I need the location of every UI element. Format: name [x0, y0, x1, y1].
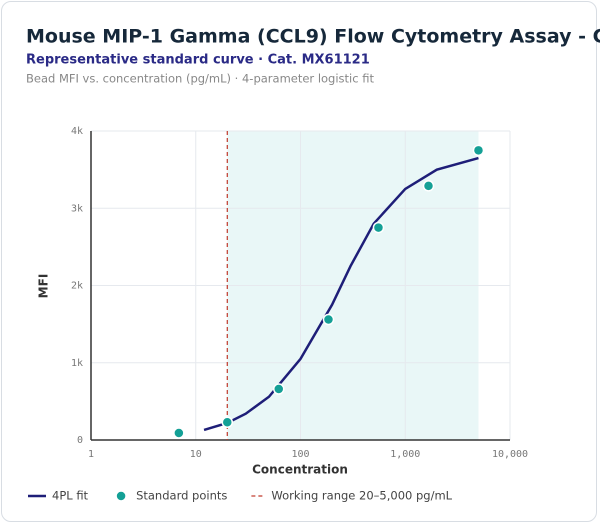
standard-point — [322, 313, 335, 326]
x-tick-label: 10,000 — [492, 449, 528, 460]
x-axis-label: Concentration — [252, 463, 348, 477]
chart-subtitle: Representative standard curve · Cat. MX6… — [26, 53, 370, 68]
legend-label: Working range 20–5,000 pg/mL — [271, 489, 452, 503]
chart-caption: Bead MFI vs. concentration (pg/mL) · 4-p… — [26, 72, 374, 86]
standard-point — [372, 221, 385, 234]
y-tick-label: 4k — [71, 126, 83, 137]
legend-swatch — [115, 490, 127, 502]
fit-line — [203, 156, 479, 432]
x-tick-label: 10 — [190, 449, 202, 460]
x-tick-label: 100 — [291, 449, 309, 460]
standard-point — [273, 383, 285, 395]
chart-title: Mouse MIP-1 Gamma (CCL9) Flow Cytometry … — [26, 26, 600, 48]
y-tick-label: 2k — [71, 281, 83, 292]
standard-point — [221, 416, 234, 428]
y-axis-label: MFI — [37, 274, 51, 299]
standard-point — [173, 427, 185, 439]
standard-point — [422, 180, 435, 192]
y-tick-label: 3k — [71, 203, 83, 214]
x-tick-label: 1 — [88, 449, 94, 460]
standard-point — [472, 144, 485, 157]
y-tick-label: 0 — [77, 435, 83, 446]
x-tick-label: 1,000 — [390, 449, 420, 460]
legend-label: 4PL fit — [52, 489, 89, 503]
y-tick-label: 1k — [71, 358, 83, 369]
legend-label: Standard points — [136, 489, 227, 503]
